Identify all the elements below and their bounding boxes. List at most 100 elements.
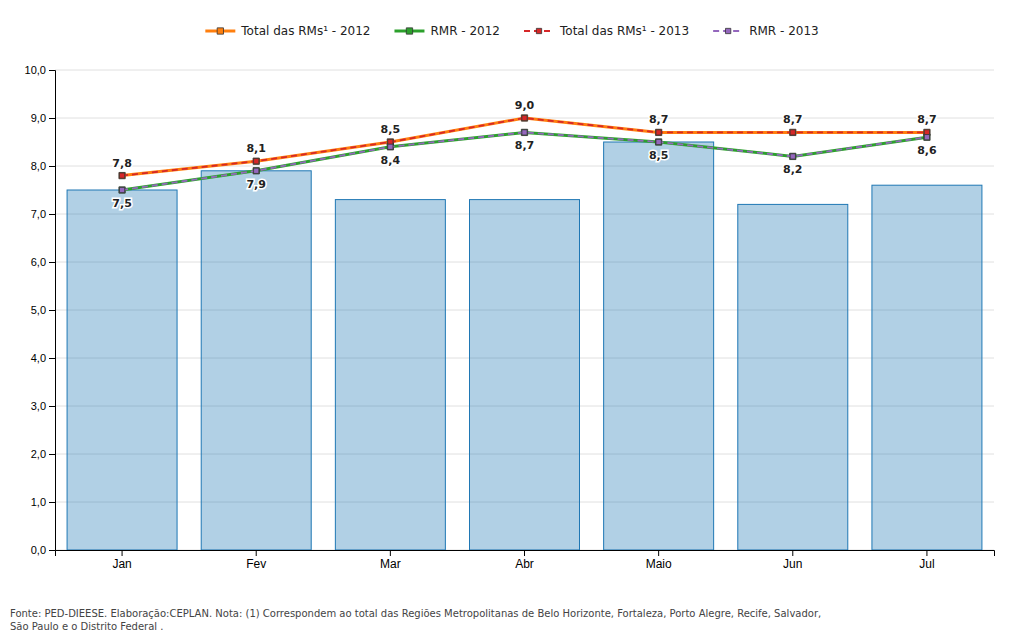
- tick-label: 5,0: [31, 304, 46, 316]
- marker: [387, 144, 393, 150]
- markers: [119, 115, 930, 179]
- data-label: 8,5: [649, 149, 669, 162]
- chart: 7,88,18,59,08,78,78,77,57,98,48,78,58,28…: [0, 0, 1024, 640]
- marker: [655, 139, 661, 145]
- tick-label: 9,0: [31, 112, 46, 124]
- marker: [656, 130, 661, 135]
- tick-mark: [49, 454, 55, 455]
- bar-series: [67, 142, 982, 550]
- tick-label: 10,0: [25, 64, 46, 76]
- marker: [521, 115, 527, 121]
- tick-label: 1,0: [31, 496, 46, 508]
- tick-mark: [49, 550, 55, 551]
- marker: [924, 135, 929, 140]
- tick-label: Jan: [112, 557, 131, 571]
- bar: [201, 171, 311, 550]
- marker: [521, 129, 527, 135]
- data-label: 9,0: [515, 99, 535, 112]
- footnote: Fonte: PED-DIEESE. Elaboração:CEPLAN. No…: [10, 608, 821, 632]
- tick: Jun: [783, 550, 802, 571]
- bar: [738, 204, 848, 550]
- legend-label: Total das RMs¹ - 2012: [240, 24, 370, 38]
- tick-label: Jul: [919, 557, 934, 571]
- tick: Jan: [112, 550, 131, 571]
- data-label: 7,8: [112, 157, 132, 170]
- tick-label: Mar: [380, 557, 401, 571]
- tick: 7,0: [31, 208, 55, 220]
- marker: [119, 187, 124, 192]
- marker: [522, 115, 527, 120]
- tick: 8,0: [31, 160, 55, 172]
- tick: 10,0: [25, 64, 55, 76]
- bar: [872, 185, 982, 550]
- marker: [655, 129, 661, 135]
- marker: [119, 187, 125, 193]
- y-axis: 0,0 1,0 2,0 3,0 4,0 5,0 6,0 7,0 8,0 9,0 10,0: [25, 64, 56, 556]
- marker: [924, 134, 930, 140]
- tick-label: Fev: [246, 557, 266, 571]
- marker: [522, 130, 527, 135]
- tick-label: Jun: [783, 557, 802, 571]
- data-label: 8,5: [381, 123, 401, 136]
- marker: [119, 172, 125, 178]
- marker: [790, 130, 795, 135]
- tick: 0,0: [31, 544, 55, 556]
- tick-mark: [390, 550, 391, 556]
- tick-label: 3,0: [31, 400, 46, 412]
- data-label: 7,5: [112, 197, 132, 210]
- tick-mark: [658, 550, 659, 556]
- grid-line: [55, 70, 994, 71]
- legend-label: RMR - 2012: [430, 24, 500, 38]
- legend-label: RMR - 2013: [749, 24, 819, 38]
- tick: Jul: [919, 550, 934, 571]
- line: [122, 118, 927, 176]
- marker: [790, 129, 796, 135]
- tick-label: Maio: [646, 557, 672, 571]
- data-label: 8,1: [246, 142, 266, 155]
- marker: [253, 158, 259, 164]
- line: [122, 118, 927, 176]
- markers: [119, 115, 929, 178]
- tick-mark: [122, 550, 123, 556]
- markers: [119, 129, 930, 193]
- data-label: 8,7: [649, 113, 669, 126]
- legend: Total das RMs¹ - 2012 RMR - 2012 Total das…: [205, 24, 818, 38]
- marker: [119, 173, 124, 178]
- legend-marker: [725, 28, 730, 33]
- legend-entry: RMR - 2012: [394, 24, 500, 38]
- tick: 6,0: [31, 256, 55, 268]
- tick-label: 8,0: [31, 160, 46, 172]
- legend-entry: RMR - 2013: [713, 24, 819, 38]
- data-label: 8,4: [381, 154, 401, 167]
- markers: [119, 130, 929, 193]
- tick-mark: [49, 214, 55, 215]
- marker: [388, 144, 393, 149]
- tick-mark: [49, 358, 55, 359]
- tick: 2,0: [31, 448, 55, 460]
- line: [122, 132, 927, 190]
- marker: [790, 153, 796, 159]
- tick-mark: [49, 118, 55, 119]
- tick-mark: [49, 166, 55, 167]
- line: [122, 132, 927, 190]
- tick-mark: [49, 70, 55, 71]
- marker: [790, 154, 795, 159]
- data-label: 8,7: [783, 113, 803, 126]
- legend-marker: [217, 28, 223, 34]
- grid: [55, 70, 994, 550]
- tick-mark: [49, 310, 55, 311]
- marker: [656, 139, 661, 144]
- tick-mark: [49, 502, 55, 503]
- tick-mark: [49, 262, 55, 263]
- legend-marker: [536, 28, 541, 33]
- tick-label: 6,0: [31, 256, 46, 268]
- tick: Maio: [646, 550, 672, 571]
- tick: 1,0: [31, 496, 55, 508]
- data-label: 8,2: [783, 163, 803, 176]
- tick: Fev: [246, 550, 266, 571]
- bar: [604, 142, 714, 550]
- legend-entry: Total das RMs¹ - 2013: [524, 24, 689, 38]
- bar: [335, 200, 445, 550]
- tick-label: 4,0: [31, 352, 46, 364]
- tick: Mar: [380, 550, 401, 571]
